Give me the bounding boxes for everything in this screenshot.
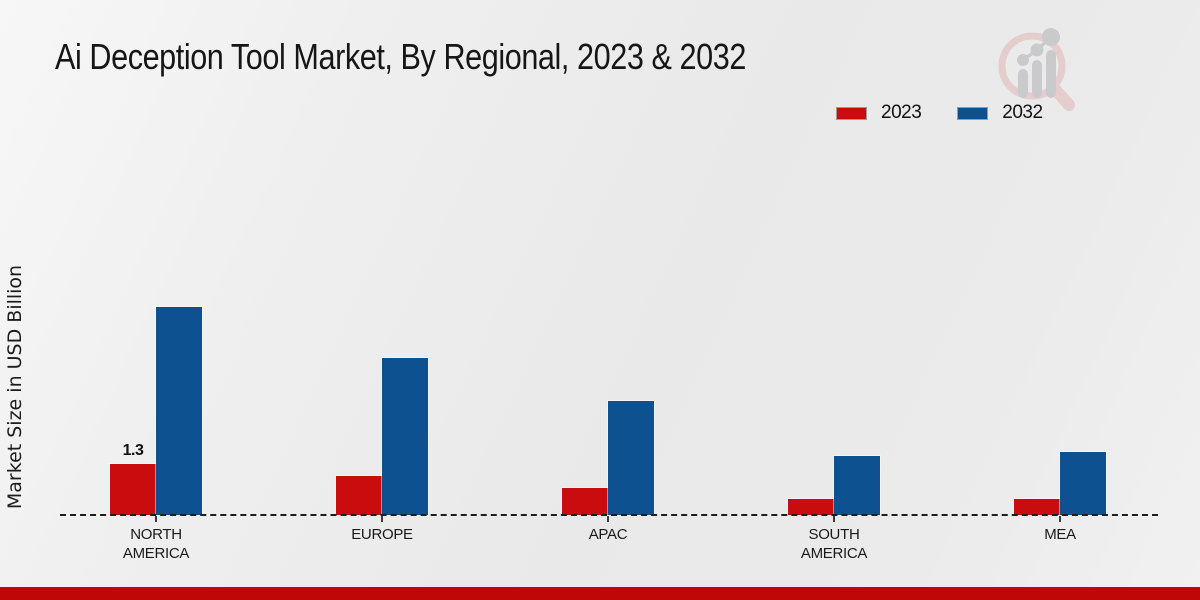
- category-label-north-america: NORTH AMERICA: [122, 526, 190, 562]
- bar-2032-europe: [382, 358, 428, 515]
- x-axis-tick-mea: [1059, 516, 1061, 522]
- category-label-europe: EUROPE: [351, 526, 413, 543]
- x-axis-tick-apac: [607, 516, 609, 522]
- x-axis-tick-south-america: [833, 516, 835, 522]
- legend-item-2023: 2023: [836, 102, 922, 124]
- footer-accent-band: [0, 587, 1200, 600]
- x-axis-baseline: [60, 514, 1158, 516]
- bar-2032-mea: [1060, 452, 1106, 515]
- magnifier-bar-chart-logo-watermark: [998, 28, 1075, 111]
- chart-title: Ai Deception Tool Market, By Regional, 2…: [55, 36, 746, 77]
- category-label-mea: MEA: [1044, 526, 1076, 543]
- x-axis-tick-north-america: [155, 516, 157, 522]
- data-label-north-america-2023: 1.3: [122, 442, 144, 459]
- bar-2023-north-america: [110, 464, 156, 515]
- bar-2032-apac: [608, 401, 654, 515]
- legend-swatch-2032: [957, 106, 989, 120]
- bar-2032-south-america: [834, 456, 880, 515]
- bar-2023-mea: [1014, 499, 1060, 515]
- category-label-south-america: SOUTH AMERICA: [800, 526, 868, 562]
- legend-item-2032: 2032: [957, 102, 1043, 124]
- legend: 2023 2032: [836, 102, 1065, 124]
- x-axis-tick-europe: [381, 516, 383, 522]
- bar-2023-apac: [562, 488, 608, 515]
- legend-label-2032: 2032: [1002, 102, 1043, 123]
- bar-2023-europe: [336, 476, 382, 515]
- legend-label-2023: 2023: [881, 102, 922, 123]
- bar-2023-south-america: [788, 499, 834, 515]
- category-label-apac: APAC: [588, 526, 628, 543]
- legend-swatch-2023: [836, 106, 867, 120]
- bar-2032-north-america: [156, 307, 202, 515]
